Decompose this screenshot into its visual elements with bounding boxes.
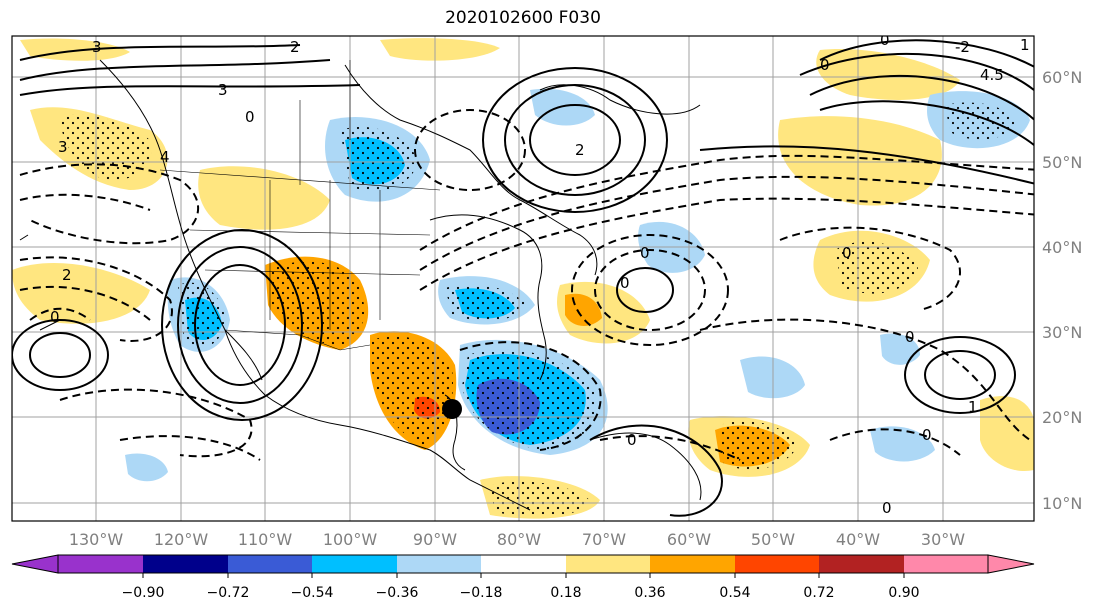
contour-label: 0 [820,56,830,74]
contour-label: 0 [922,426,932,444]
lat-label: 20°N [1042,408,1082,427]
colorbar-segment [650,555,735,573]
negative-anomaly-region [880,333,920,365]
significance-stippling [270,261,365,346]
colorbar-frame [57,554,989,574]
colorbar-segment [904,555,988,573]
colorbar-tick-label: −0.72 [207,585,250,601]
significance-stippling [445,284,528,321]
lon-label: 30°W [921,530,965,549]
map-frame [11,35,1035,522]
colorbar-tick-label: −0.90 [122,585,165,601]
colorbar-tick-label: 0.36 [634,585,665,601]
contour-label: 1 [1020,36,1030,54]
contour-labels: 3 3 3 4 0 2 1 0 -2 4.5 2 0 0 0 2 0 0 0 0… [50,31,1030,517]
map-title: 2020102600 F030 [445,8,601,28]
colorbar-tick-label: −0.36 [376,585,419,601]
negative-anomaly-region [125,453,168,482]
lon-label: 130°W [69,530,124,549]
lat-label: 60°N [1042,68,1082,87]
contour-label: 0 [640,244,650,262]
colorbar-tick-label: 0.72 [803,585,834,601]
lon-label: 60°W [667,530,711,549]
latitude-labels: 60°N 50°N 40°N 30°N 20°N 10°N [1042,68,1082,513]
contour-label: 0 [882,499,892,517]
significance-stippling [462,349,596,450]
lon-label: 90°W [413,530,457,549]
contour-label: 0 [842,244,852,262]
lon-label: 40°W [836,530,880,549]
positive-anomaly-region [198,166,330,230]
colorbar-segment [58,555,143,573]
significance-stippling [372,336,453,445]
contour-label: 2 [575,141,585,159]
colorbar: −0.90 −0.72 −0.54 −0.36 −0.18 0.18 0.36 … [11,554,1035,601]
significance-stippling [60,114,152,180]
lon-label: 120°W [154,530,209,549]
lon-label: 70°W [582,530,626,549]
colorbar-segment [312,555,397,573]
positive-anomaly-region [778,116,942,206]
contour-label: 0 [880,31,890,49]
lon-label: 100°W [323,530,378,549]
contour-label: 0 [620,274,630,292]
contour-label: 0 [905,328,915,346]
lat-label: 10°N [1042,494,1082,513]
colorbar-segment [228,555,312,573]
shaded-anomalies [12,38,1034,519]
contours-positive [12,39,1034,517]
colorbar-segment [819,555,904,573]
lon-label: 50°W [751,530,795,549]
contour-label: 3 [92,38,102,56]
significance-stippling [720,421,798,470]
significance-stippling [835,241,918,294]
contour-label: 0 [50,308,60,326]
colorbar-tick-label: 0.18 [550,585,581,601]
colorbar-segment [735,555,819,573]
colorbar-tick-label: 0.90 [888,585,919,601]
contour-label: 1 [968,398,978,416]
positive-anomaly-region [12,262,150,324]
colorbar-segment [397,555,481,573]
contour-label: -2 [955,38,970,56]
contour-label: 4 [160,148,170,166]
contour-label: 0 [627,431,637,449]
colorbar-segment [143,555,228,573]
longitude-labels: 130°W 120°W 110°W 100°W 90°W 80°W 70°W 6… [69,530,965,549]
colorbar-extend-min [11,554,59,574]
colorbar-extend-max [987,554,1035,574]
lon-label: 80°W [497,530,541,549]
contour-label: 0 [245,108,255,126]
negative-anomaly-region [870,426,935,462]
lon-label: 110°W [238,530,293,549]
colorbar-tick-label: −0.54 [291,585,334,601]
contour-label: 3 [218,81,228,99]
significance-stippling [490,481,592,517]
contour-label: 2 [62,266,72,284]
positive-anomaly-region [380,38,500,61]
lat-label: 40°N [1042,238,1082,257]
colorbar-tick-label: 0.54 [719,585,750,601]
colorbar-tick-label: −0.18 [460,585,503,601]
contour-label: 2 [290,38,300,56]
positive-anomaly-region [980,396,1034,471]
lat-label: 50°N [1042,153,1082,172]
colorbar-segment [566,555,650,573]
colorbar-segment [481,555,566,573]
significance-stippling [340,126,418,192]
storm-position-marker [442,399,462,419]
map-plot-area: 3 3 3 4 0 2 1 0 -2 4.5 2 0 0 0 2 0 0 0 0… [12,31,1034,521]
positive-anomaly-region [816,49,960,100]
contours-negative [19,109,1034,461]
contour-label: 4.5 [980,66,1004,84]
contour-label: 3 [58,138,68,156]
lat-label: 30°N [1042,323,1082,342]
